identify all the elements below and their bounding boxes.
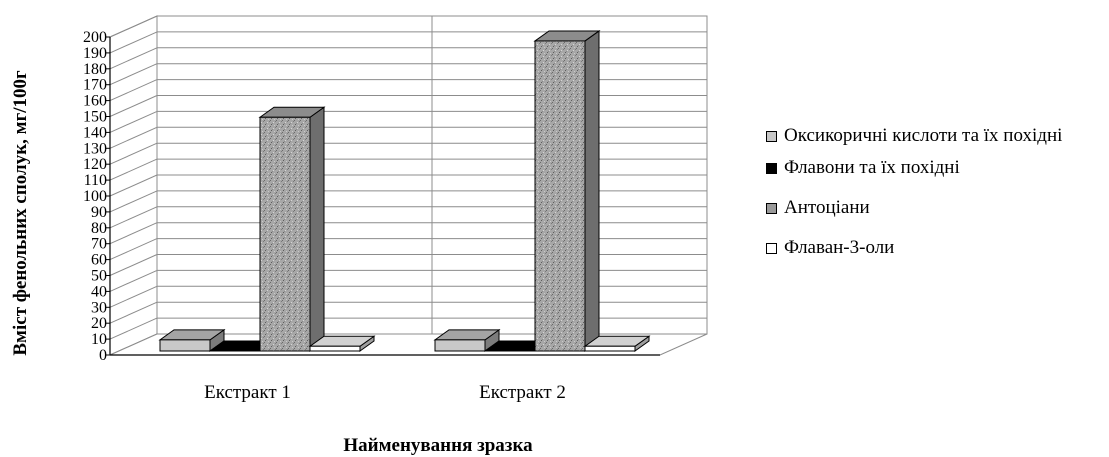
gridline-side xyxy=(109,301,158,324)
x-axis-title: Найменування зразка xyxy=(343,435,533,456)
x-tick-label: Екстракт 2 xyxy=(479,382,566,403)
chart-walls xyxy=(109,15,708,356)
legend-swatch xyxy=(766,131,777,142)
y-tick-label: 190 xyxy=(83,45,107,62)
y-tick-label: 140 xyxy=(83,124,107,141)
gridline-side xyxy=(109,285,158,308)
legend-label: Флаван-3-оли xyxy=(784,237,895,258)
y-tick-label: 0 xyxy=(99,347,107,364)
legend-item: Оксикоричні кислоти та їх похідні xyxy=(766,125,1106,147)
legend-swatch xyxy=(766,163,777,174)
y-tick-label: 120 xyxy=(83,156,107,173)
y-tick-label: 20 xyxy=(91,315,107,332)
gridline-side xyxy=(109,47,158,70)
gridline-side xyxy=(109,79,158,102)
gridline-side xyxy=(109,63,158,86)
gridline-side xyxy=(109,254,158,276)
bar-side xyxy=(584,29,600,352)
gridline-side xyxy=(109,126,158,149)
bar-side xyxy=(309,106,325,352)
y-tick-label: 60 xyxy=(91,252,107,269)
y-tick-label: 80 xyxy=(91,220,107,237)
y-axis-title: Вміст фенольних сполук, мг/100г xyxy=(10,70,31,356)
gridline-side xyxy=(109,15,158,38)
legend-item: Антоціани xyxy=(766,197,1106,219)
x-tick-label: Екстракт 1 xyxy=(204,382,291,403)
y-tick-label: 150 xyxy=(83,109,107,126)
legend-swatch xyxy=(766,243,777,254)
legend-item: Флаван-3-оли xyxy=(766,237,1106,259)
y-tick-label: 170 xyxy=(83,77,107,94)
x-axis-labels: Екстракт 1 Екстракт 2 xyxy=(204,382,566,403)
legend-swatch xyxy=(766,203,777,214)
gridline-side xyxy=(109,238,158,261)
legend-label: Флавони та їх похідні xyxy=(784,157,960,178)
bar xyxy=(434,339,486,352)
y-tick-label: 70 xyxy=(91,236,107,253)
y-tick-label: 100 xyxy=(83,188,107,205)
gridline-side xyxy=(109,142,158,165)
bar xyxy=(584,345,636,352)
gridline-side xyxy=(109,269,158,292)
bar xyxy=(159,339,211,352)
y-tick-label: 90 xyxy=(91,204,107,221)
y-tick-label: 180 xyxy=(83,61,107,78)
y-tick-label: 30 xyxy=(91,299,107,316)
legend-label: Антоціани xyxy=(784,197,870,218)
gridline-side xyxy=(109,206,158,229)
gridline-side xyxy=(109,31,158,54)
y-tick-label: 40 xyxy=(91,283,107,300)
y-axis-ticks: 0102030405060708090100110120130140150160… xyxy=(83,29,111,364)
y-tick-label: 160 xyxy=(83,93,107,110)
gridlines xyxy=(109,15,708,356)
gridline-side xyxy=(109,317,158,340)
legend: Оксикоричні кислоти та їх похідні Флавони… xyxy=(766,125,1106,259)
bar xyxy=(259,116,311,352)
gridline-side xyxy=(109,222,158,245)
y-tick-label: 200 xyxy=(83,29,107,46)
gridline-side xyxy=(109,158,158,181)
gridline-side xyxy=(109,95,158,117)
gridline-side xyxy=(109,190,158,213)
bar xyxy=(309,345,361,352)
y-tick-label: 50 xyxy=(91,268,107,285)
legend-item: Флавони та їх похідні xyxy=(766,157,1106,179)
gridline-side xyxy=(109,110,158,133)
y-tick-label: 130 xyxy=(83,140,107,157)
y-tick-label: 10 xyxy=(91,331,107,348)
y-tick-label: 110 xyxy=(84,172,107,189)
legend-label: Оксикоричні кислоти та їх похідні xyxy=(784,125,1063,146)
bars xyxy=(158,29,651,352)
bar xyxy=(534,40,586,352)
gridline-side xyxy=(109,174,158,197)
